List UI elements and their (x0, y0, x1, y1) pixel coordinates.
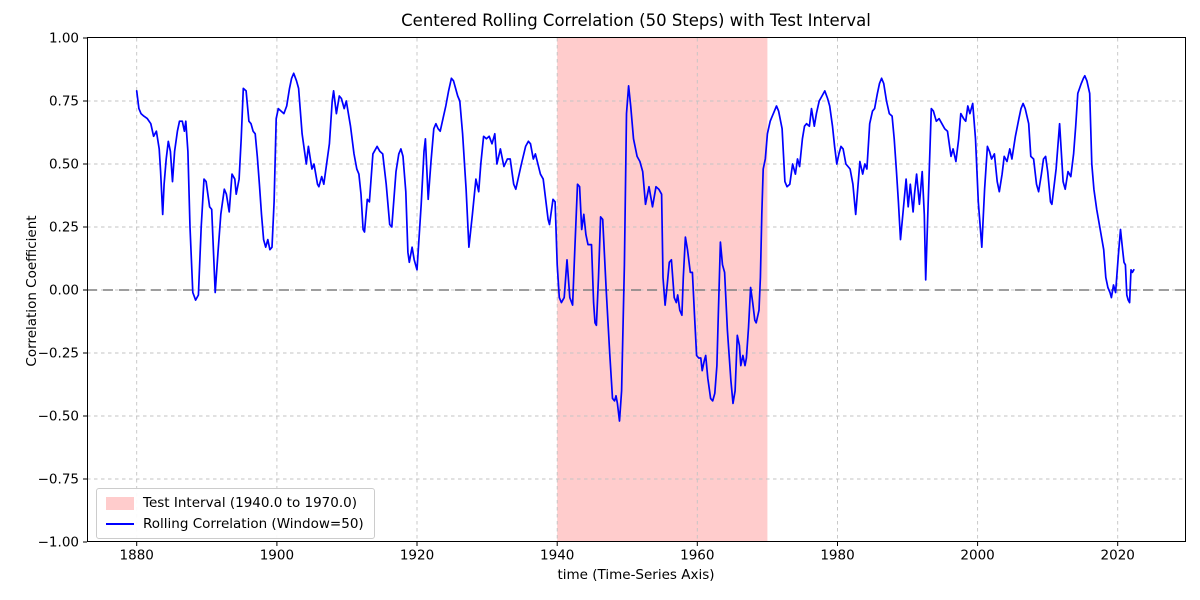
y-tick-label: 0.25 (49, 220, 79, 236)
x-tick-label: 2000 (960, 548, 994, 564)
legend-label: Rolling Correlation (Window=50) (143, 516, 364, 532)
y-axis-label: Correlation Coefficient (24, 215, 40, 367)
y-tick-label: −0.75 (38, 472, 79, 488)
legend-label: Test Interval (1940.0 to 1970.0) (143, 495, 358, 511)
y-tick-label: 0.75 (49, 94, 79, 110)
x-axis-label: time (Time-Series Axis) (557, 567, 715, 583)
x-tick-label: 2020 (1101, 548, 1135, 564)
y-tick-label: 0.00 (49, 283, 79, 299)
rolling-correlation-line (135, 72, 1135, 422)
chart-title: Centered Rolling Correlation (50 Steps) … (401, 11, 871, 30)
y-tick-label: −1.00 (38, 535, 79, 551)
x-tick-label: 1920 (400, 548, 434, 564)
y-tick-label: −0.25 (38, 346, 79, 362)
y-tick-label: −0.50 (38, 409, 79, 425)
y-tick-label: 0.50 (49, 157, 79, 173)
legend: Test Interval (1940.0 to 1970.0) Rolling… (96, 488, 375, 539)
x-tick-label: 1880 (120, 548, 154, 564)
legend-item-rolling-correlation: Rolling Correlation (Window=50) (106, 516, 364, 532)
legend-item-test-interval: Test Interval (1940.0 to 1970.0) (106, 495, 364, 511)
x-tick-label: 1900 (260, 548, 294, 564)
x-tick-label: 1960 (680, 548, 714, 564)
y-tick-label: 1.00 (49, 31, 79, 47)
x-tick-label: 1980 (820, 548, 854, 564)
rolling-correlation-line-swatch (106, 522, 134, 526)
x-tick-label: 1940 (540, 548, 574, 564)
test-interval-patch-swatch (106, 496, 134, 510)
axes-spines (87, 37, 1186, 542)
